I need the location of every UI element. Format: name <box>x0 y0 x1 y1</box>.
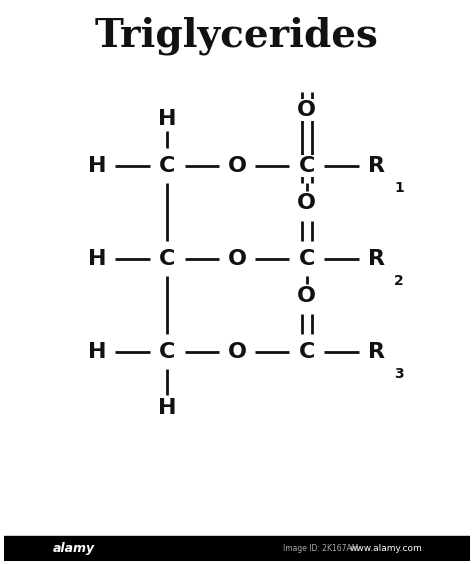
Text: www.alamy.com: www.alamy.com <box>349 544 422 553</box>
Text: Image ID: 2K167AM: Image ID: 2K167AM <box>283 544 358 553</box>
Text: C: C <box>159 342 175 362</box>
Text: Triglycerides: Triglycerides <box>95 16 379 55</box>
Text: H: H <box>158 109 176 129</box>
Text: R: R <box>368 249 385 268</box>
Text: H: H <box>158 398 176 418</box>
Text: O: O <box>228 249 246 268</box>
Text: C: C <box>159 156 175 175</box>
Text: 3: 3 <box>394 367 404 381</box>
Text: O: O <box>228 156 246 175</box>
Text: R: R <box>368 156 385 175</box>
Text: C: C <box>299 156 315 175</box>
Bar <box>4 536 470 561</box>
Text: O: O <box>297 286 316 306</box>
Text: 1: 1 <box>394 180 404 195</box>
Text: C: C <box>299 342 315 362</box>
Text: alamy: alamy <box>53 542 95 555</box>
Text: 2: 2 <box>394 274 404 288</box>
Text: C: C <box>299 249 315 268</box>
Text: O: O <box>228 342 246 362</box>
Text: R: R <box>368 342 385 362</box>
Text: O: O <box>297 193 316 213</box>
Text: O: O <box>297 100 316 120</box>
Text: H: H <box>88 342 107 362</box>
Text: H: H <box>88 249 107 268</box>
Text: H: H <box>88 156 107 175</box>
Text: C: C <box>159 249 175 268</box>
